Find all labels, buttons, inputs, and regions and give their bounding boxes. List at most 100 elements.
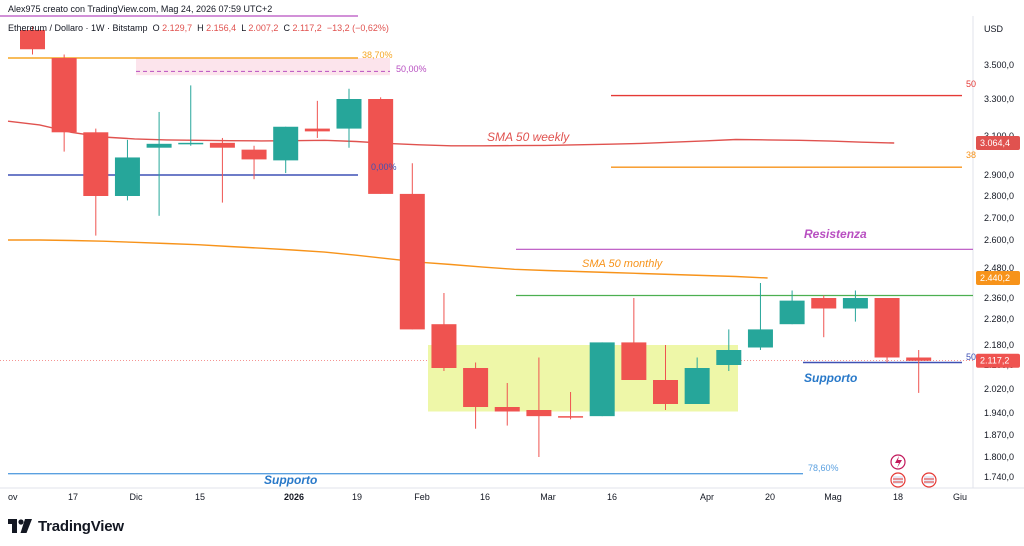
attribution-text: Alex975 creato con TradingView.com, Mag …	[8, 4, 273, 14]
chart-moving-averages	[7, 120, 895, 279]
candle-body	[589, 342, 615, 417]
change-value: −13,2 (−0,62%)	[326, 23, 389, 33]
candle-body	[684, 368, 710, 404]
price-tick-label: 3.300,0	[984, 94, 1014, 104]
resistance-label: Resistenza	[804, 227, 867, 241]
last-price-badge-text: 2.117,2	[980, 356, 1009, 366]
candle-body	[114, 157, 140, 196]
sma-50-monthly-line	[8, 239, 768, 279]
candle-body	[716, 350, 742, 365]
edge-label-50b: 50	[966, 352, 976, 362]
price-tick-label: 3.500,0	[984, 60, 1014, 70]
time-tick-label: 19	[352, 492, 362, 502]
high-label: H	[197, 23, 204, 33]
candle	[114, 139, 140, 201]
candle-body	[779, 300, 805, 325]
time-tick-label: Apr	[700, 492, 714, 502]
close-label: C	[283, 23, 290, 33]
candle	[684, 357, 710, 404]
fib-zone-pink	[136, 58, 390, 76]
time-tick-label: Mag	[824, 492, 842, 502]
price-tick-label: 2.280,0	[984, 314, 1014, 324]
edge-label-50: 50	[966, 79, 976, 89]
symbol-name: Ethereum / Dollaro · 1W · Bitstamp	[8, 23, 148, 33]
candle	[51, 54, 77, 152]
open-value: 2.129,7	[162, 23, 193, 33]
candle-body	[842, 298, 868, 309]
candle	[779, 290, 805, 325]
candle	[747, 283, 773, 350]
candle	[368, 97, 394, 194]
price-tick-label: 1.870,0	[984, 430, 1014, 440]
candle	[589, 342, 615, 417]
time-tick-label: Dic	[130, 492, 143, 502]
candle-body	[83, 132, 109, 196]
chart-candles	[20, 26, 932, 457]
sma-50-monthly-label: SMA 50 monthly	[582, 258, 664, 270]
candle	[526, 357, 552, 457]
candle	[146, 111, 172, 216]
us-flag-icon	[924, 476, 934, 484]
price-tick-label: 1.740,0	[984, 472, 1014, 482]
candle	[273, 126, 299, 174]
candle-body	[399, 193, 425, 330]
candle	[241, 145, 267, 180]
tradingview-brand-name: TradingView	[38, 517, 124, 535]
candle-body	[178, 142, 204, 145]
us-flag-icon	[893, 476, 903, 484]
price-tick-label: 2.020,0	[984, 384, 1014, 394]
time-tick-label: ov	[8, 492, 18, 502]
fib-7860-label: 78,60%	[808, 463, 839, 473]
candle	[178, 85, 204, 146]
time-tick-label: 17	[68, 492, 78, 502]
high-value: 2.156,4	[206, 23, 237, 33]
tradingview-logo[interactable]: TradingView	[8, 516, 124, 536]
symbol-info: Ethereum / Dollaro · 1W · Bitstamp O 2.1…	[8, 23, 389, 33]
price-badges: 3.064,4 2.440,2 2.117,2	[976, 135, 1020, 368]
sma-weekly-badge-bg	[976, 135, 1020, 150]
sma-weekly-badge-text: 3.064,4	[980, 138, 1010, 148]
chart-levels	[8, 57, 973, 475]
price-tick-label: 2.360,0	[984, 293, 1014, 303]
time-tick-label: 2026	[284, 492, 304, 502]
support-right-label: Supporto	[804, 371, 857, 385]
candle	[494, 383, 520, 426]
candle	[906, 350, 932, 393]
candle	[621, 298, 647, 380]
price-tick-label: 2.800,0	[984, 191, 1014, 201]
candle-body	[51, 58, 77, 133]
time-tick-label: 15	[195, 492, 205, 502]
candle	[842, 290, 868, 322]
candle-body	[906, 357, 932, 361]
price-tick-label: 2.900,0	[984, 170, 1014, 180]
time-axis[interactable]: ov 17 Dic 15 2026 19 Feb 16 Mar 16 Apr 20 Mag 18 Giu	[8, 492, 967, 502]
fib-3870-label: 38,70%	[362, 50, 393, 60]
candle-body	[336, 99, 362, 129]
sma-monthly-badge-text: 2.440,2	[980, 273, 1010, 283]
currency-label: USD	[984, 24, 1004, 34]
candle	[463, 362, 489, 429]
candle-body	[621, 342, 647, 380]
time-tick-label: 18	[893, 492, 903, 502]
candle	[83, 128, 109, 236]
price-tick-label: 1.800,0	[984, 452, 1014, 462]
candle-body	[146, 143, 172, 148]
candle-body	[653, 380, 678, 404]
candle-body	[241, 149, 267, 160]
candle-body	[526, 410, 552, 417]
candle	[811, 295, 837, 338]
chart-annotations: SMA 50 weekly SMA 50 monthly Resistenza Sup…	[264, 50, 976, 487]
support-bottom-label: Supporto	[264, 473, 317, 487]
edge-label-38: 38	[966, 150, 976, 160]
candle-body	[304, 128, 330, 132]
low-label: L	[241, 23, 246, 33]
candle-body	[209, 142, 235, 148]
lightning-icon	[895, 456, 902, 468]
last-price-badge-bg	[976, 353, 1020, 368]
price-tick-label: 2.180,0	[984, 340, 1014, 350]
sma-monthly-badge-bg	[976, 270, 1020, 285]
candle	[209, 137, 235, 203]
candle	[20, 26, 45, 55]
